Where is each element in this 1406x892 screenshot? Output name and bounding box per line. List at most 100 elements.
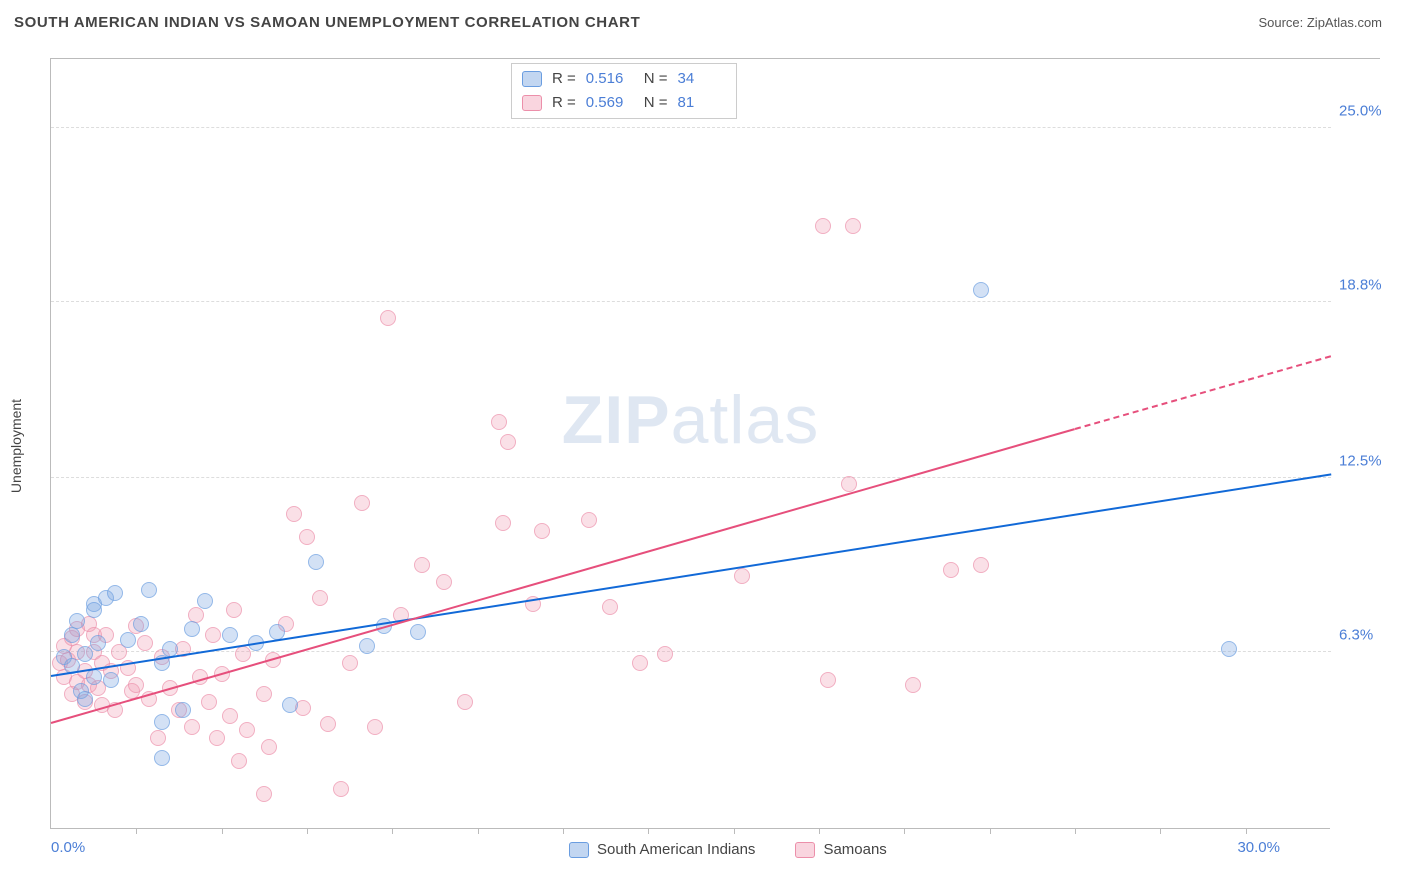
scatter-point-samoans [491,414,507,430]
y-tick-label: 18.8% [1339,276,1382,293]
x-tick [904,828,905,834]
x-tick [222,828,223,834]
scatter-point-samoans [137,635,153,651]
y-tick-label: 12.5% [1339,453,1382,470]
plot-region: ZIPatlas R = 0.516 N = 34 R = 0.569 N = … [50,59,1330,829]
x-tick [1246,828,1247,834]
legend-label: Samoans [823,841,886,858]
scatter-point-samoans [342,655,358,671]
scatter-point-samoans [239,722,255,738]
legend-swatch-b [522,95,542,111]
n-label: N = [644,91,668,115]
x-tick [136,828,137,834]
x-tick [990,828,991,834]
scatter-point-sai [90,635,106,651]
legend-item: Samoans [795,841,886,858]
scatter-point-samoans [226,602,242,618]
scatter-point-sai [410,624,426,640]
scatter-point-samoans [231,753,247,769]
scatter-point-samoans [128,677,144,693]
chart-title: SOUTH AMERICAN INDIAN VS SAMOAN UNEMPLOY… [14,14,640,31]
watermark: ZIPatlas [562,381,819,459]
scatter-point-samoans [256,786,272,802]
legend-stats-row: R = 0.516 N = 34 [522,67,726,91]
scatter-point-sai [77,691,93,707]
gridline-h [51,127,1331,128]
scatter-point-samoans [367,719,383,735]
scatter-point-samoans [286,506,302,522]
legend-item: South American Indians [569,841,755,858]
x-tick [392,828,393,834]
legend-stats-row: R = 0.569 N = 81 [522,91,726,115]
scatter-point-samoans [261,739,277,755]
r-value: 0.516 [586,67,634,91]
r-label: R = [552,67,576,91]
scatter-point-samoans [815,218,831,234]
chart-area: ZIPatlas R = 0.516 N = 34 R = 0.569 N = … [50,58,1380,828]
scatter-point-sai [973,282,989,298]
scatter-point-samoans [657,646,673,662]
x-tick [1075,828,1076,834]
scatter-point-sai [103,672,119,688]
x-tick [734,828,735,834]
x-tick [819,828,820,834]
legend-label: South American Indians [597,841,755,858]
legend-swatch-b [795,842,815,858]
scatter-point-samoans [581,512,597,528]
scatter-point-samoans [534,523,550,539]
scatter-point-samoans [436,574,452,590]
scatter-point-samoans [845,218,861,234]
scatter-point-samoans [205,627,221,643]
scatter-point-samoans [380,310,396,326]
scatter-point-samoans [209,730,225,746]
r-value: 0.569 [586,91,634,115]
r-label: R = [552,91,576,115]
scatter-point-samoans [973,557,989,573]
scatter-point-sai [1221,641,1237,657]
gridline-h [51,477,1331,478]
trendline-sai [51,473,1331,677]
scatter-point-samoans [495,515,511,531]
legend-swatch-a [522,71,542,87]
scatter-point-sai [282,697,298,713]
trendline-samoans [51,428,1076,724]
legend-swatch-a [569,842,589,858]
scatter-point-sai [308,554,324,570]
scatter-point-samoans [414,557,430,573]
scatter-point-samoans [632,655,648,671]
scatter-point-samoans [201,694,217,710]
scatter-point-samoans [222,708,238,724]
n-value: 81 [678,91,726,115]
x-tick [307,828,308,834]
scatter-point-samoans [602,599,618,615]
scatter-point-sai [133,616,149,632]
x-tick [648,828,649,834]
scatter-point-sai [141,582,157,598]
x-tick [478,828,479,834]
x-axis-max-label: 30.0% [1237,839,1280,856]
scatter-point-sai [86,669,102,685]
scatter-point-sai [222,627,238,643]
y-tick-label: 6.3% [1339,626,1373,643]
scatter-point-sai [154,714,170,730]
y-axis-label: Unemployment [8,399,24,493]
scatter-point-sai [359,638,375,654]
scatter-point-sai [197,593,213,609]
scatter-point-samoans [150,730,166,746]
scatter-point-samoans [184,719,200,735]
scatter-point-samoans [235,646,251,662]
y-tick-label: 25.0% [1339,103,1382,120]
scatter-point-samoans [820,672,836,688]
scatter-point-sai [175,702,191,718]
scatter-point-samoans [500,434,516,450]
scatter-point-samoans [905,677,921,693]
scatter-point-samoans [354,495,370,511]
scatter-point-samoans [734,568,750,584]
scatter-point-samoans [333,781,349,797]
trendline-samoans-extrapolated [1075,356,1332,431]
x-axis-min-label: 0.0% [51,839,85,856]
scatter-point-sai [184,621,200,637]
x-tick [1160,828,1161,834]
scatter-point-samoans [256,686,272,702]
source-label: Source: ZipAtlas.com [1258,15,1382,30]
